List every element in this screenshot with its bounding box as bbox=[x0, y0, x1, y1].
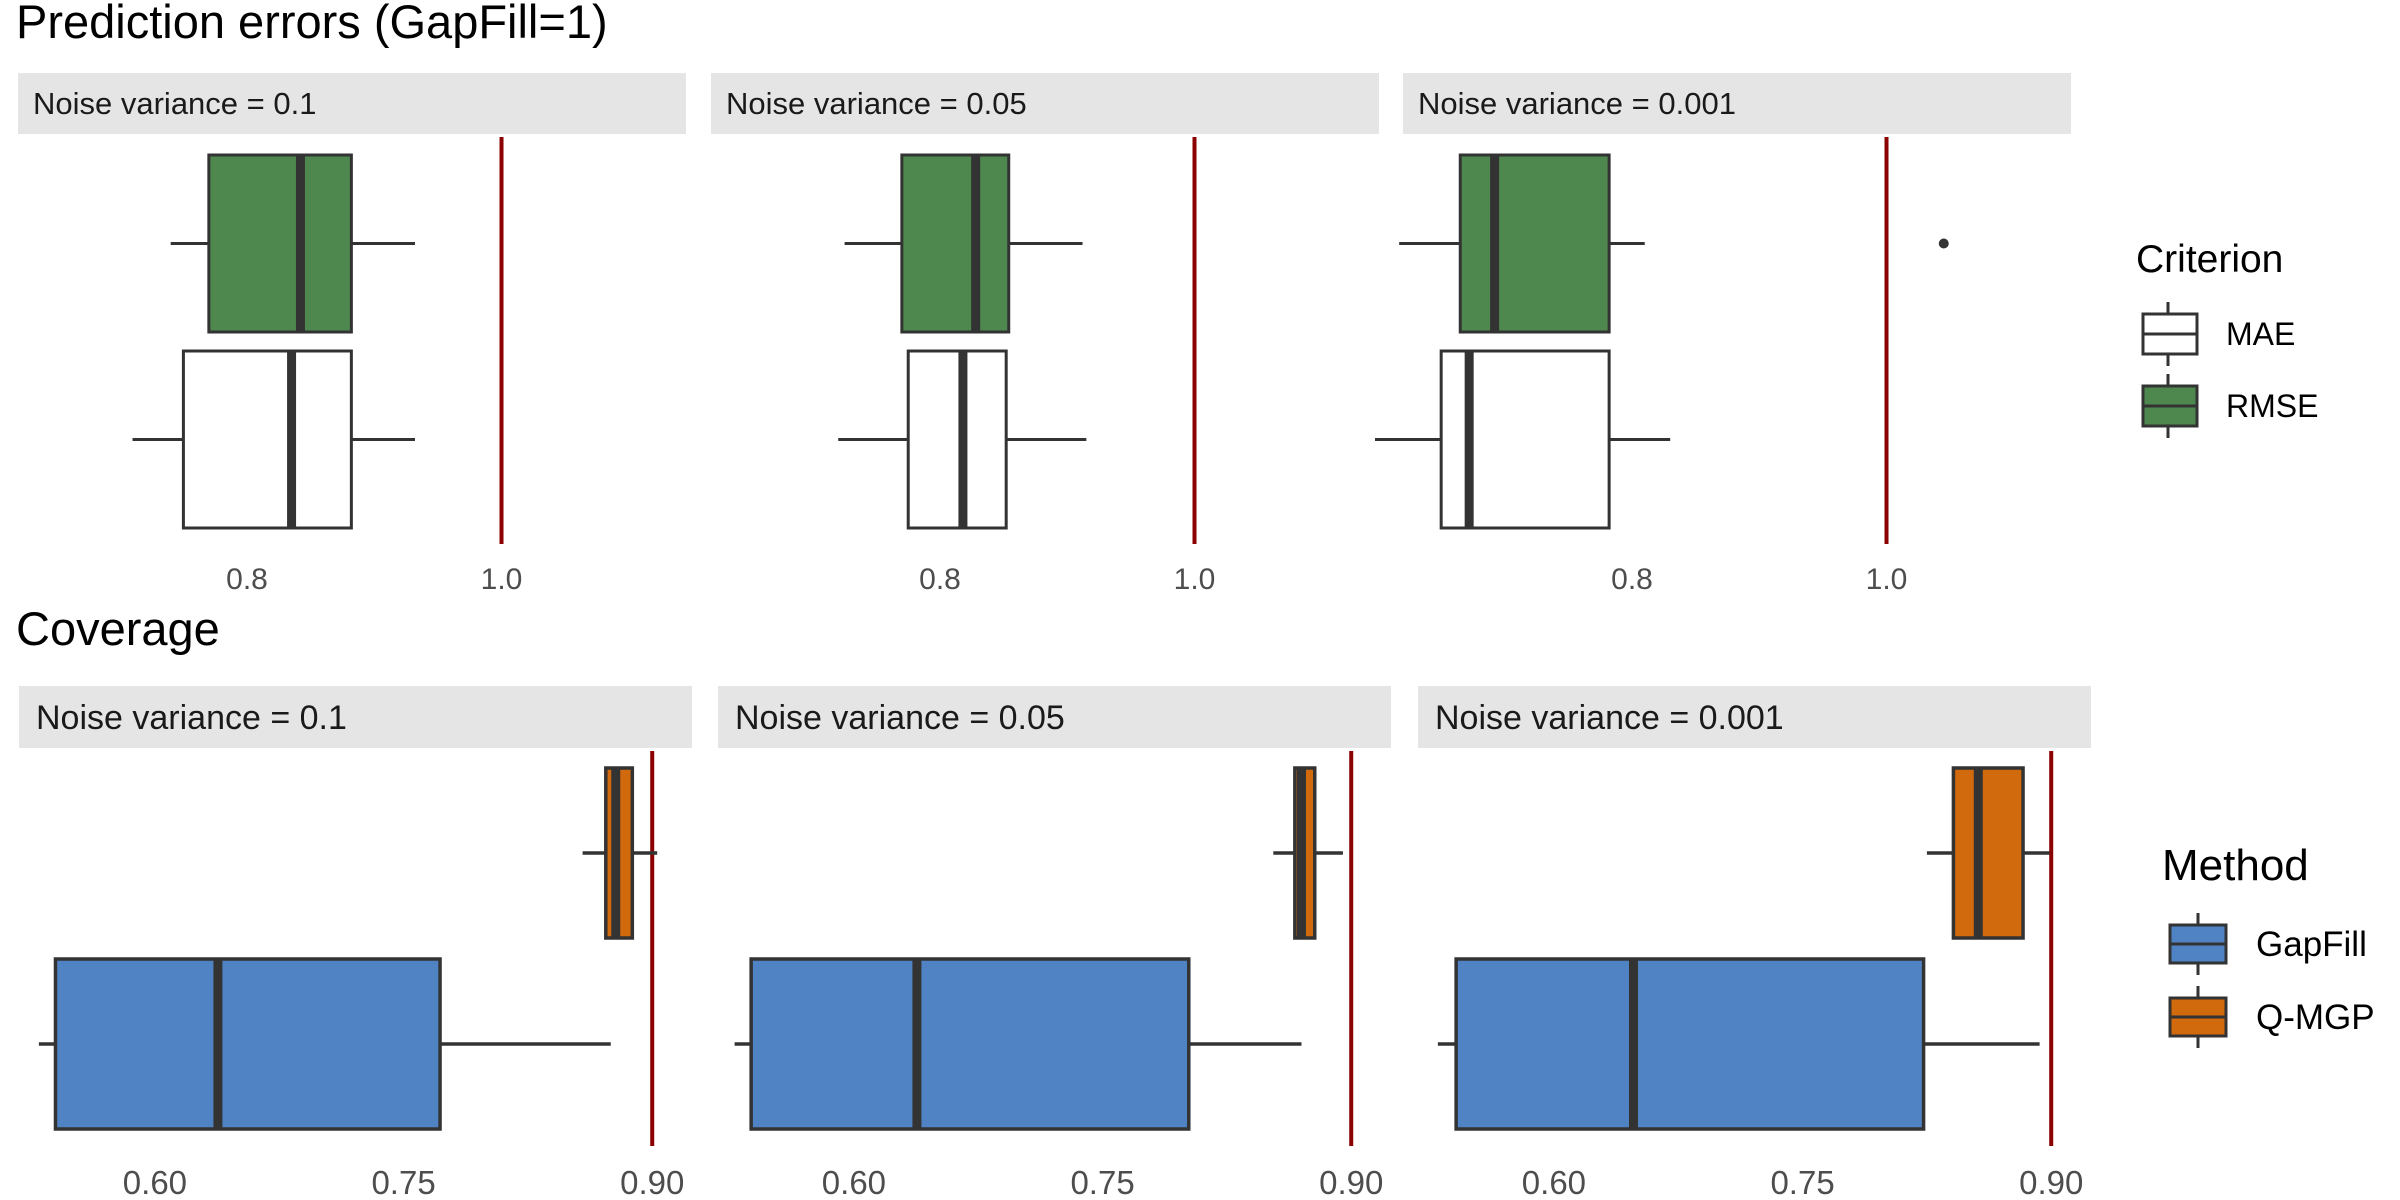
top-facet-1: Noise variance = 0.1 bbox=[18, 73, 686, 134]
box-q-mgp bbox=[1926, 766, 2050, 940]
coverage-marks: 0.60 0.75 0.90 0.60 0.75 0.90 0.60 0.75 0.90 bbox=[38, 751, 2083, 1200]
legend-title: Criterion bbox=[2136, 238, 2283, 281]
legend-label-rmse: RMSE bbox=[2226, 388, 2318, 424]
facet-strip bbox=[1403, 73, 2071, 134]
box-q-mgp bbox=[1273, 766, 1343, 940]
box-mae bbox=[132, 349, 415, 530]
facet-panel-1: 0.8 1.0 bbox=[132, 137, 523, 596]
facet-panel-2: 0.60 0.75 0.90 bbox=[734, 751, 1383, 1200]
facet-strip bbox=[1418, 686, 2091, 748]
x-tick-label: 0.90 bbox=[620, 1164, 684, 1200]
legend-title: Method bbox=[2162, 841, 2309, 890]
x-tick-label: 0.75 bbox=[371, 1164, 435, 1200]
x-tick-label: 1.0 bbox=[1866, 563, 1908, 596]
box-mae bbox=[838, 349, 1087, 530]
facet-strip-label: Noise variance = 0.05 bbox=[726, 86, 1027, 121]
box-body bbox=[749, 957, 1191, 1131]
legend-key-gapfill bbox=[2168, 913, 2228, 975]
x-tick-label: 0.8 bbox=[919, 563, 961, 596]
x-tick-label: 0.60 bbox=[1522, 1164, 1586, 1200]
box-body bbox=[900, 153, 1011, 334]
bottom-facet-1: Noise variance = 0.1 bbox=[19, 686, 692, 748]
method-legend: Method GapFill Q-MGP bbox=[2162, 841, 2375, 1048]
facet-strip-label: Noise variance = 0.001 bbox=[1418, 86, 1736, 121]
x-tick-label: 0.90 bbox=[1319, 1164, 1383, 1200]
legend-key-rmse bbox=[2141, 374, 2199, 438]
x-tick-label: 0.60 bbox=[822, 1164, 886, 1200]
bottom-facet-2: Noise variance = 0.05 bbox=[718, 686, 1391, 748]
outlier-point bbox=[1938, 238, 1949, 249]
facet-panel-3: 0.8 1.0 bbox=[1375, 137, 1949, 596]
box-rmse bbox=[844, 153, 1083, 334]
prediction-errors-title: Prediction errors (GapFill=1) bbox=[16, 0, 608, 48]
x-tick-label: 1.0 bbox=[1174, 563, 1216, 596]
facet-strip-label: Noise variance = 0.001 bbox=[1435, 699, 1784, 737]
box-gapfill bbox=[734, 957, 1302, 1131]
x-tick-label: 0.75 bbox=[1070, 1164, 1134, 1200]
box-body bbox=[1458, 153, 1611, 334]
box-body bbox=[53, 957, 442, 1131]
box-q-mgp bbox=[582, 766, 658, 940]
legend-label-mae: MAE bbox=[2226, 316, 2295, 352]
legend-key-mae bbox=[2141, 302, 2199, 366]
box-rmse bbox=[1399, 153, 1949, 334]
box-mae bbox=[1375, 349, 1671, 530]
x-tick-label: 0.90 bbox=[2019, 1164, 2083, 1200]
box-body bbox=[906, 349, 1008, 530]
facet-panel-1: 0.60 0.75 0.90 bbox=[38, 751, 684, 1200]
prediction-errors-marks: 0.8 1.0 0.8 1.0 0.8 1.0 bbox=[132, 137, 1949, 596]
facet-panel-2: 0.8 1.0 bbox=[838, 137, 1215, 596]
facet-strip bbox=[18, 73, 686, 134]
facet-strip bbox=[19, 686, 692, 748]
facet-strip bbox=[711, 73, 1379, 134]
box-body bbox=[181, 349, 353, 530]
x-tick-label: 0.60 bbox=[123, 1164, 187, 1200]
bottom-facet-3: Noise variance = 0.001 bbox=[1418, 686, 2091, 748]
facet-panel-3: 0.60 0.75 0.90 bbox=[1437, 751, 2083, 1200]
box-body bbox=[1951, 766, 2025, 940]
x-tick-label: 0.8 bbox=[226, 563, 268, 596]
x-tick-label: 0.75 bbox=[1770, 1164, 1834, 1200]
criterion-legend: Criterion MAE RMSE bbox=[2136, 238, 2318, 438]
box-gapfill bbox=[1437, 957, 2040, 1131]
box-body bbox=[1454, 957, 1926, 1131]
box-gapfill bbox=[38, 957, 611, 1131]
facet-strip-label: Noise variance = 0.1 bbox=[36, 699, 347, 737]
facet-strip-label: Noise variance = 0.05 bbox=[735, 699, 1065, 737]
facet-strip bbox=[718, 686, 1391, 748]
legend-key-qmgp bbox=[2168, 986, 2228, 1048]
coverage-title: Coverage bbox=[16, 602, 220, 655]
x-tick-label: 1.0 bbox=[481, 563, 523, 596]
top-facet-3: Noise variance = 0.001 bbox=[1403, 73, 2071, 134]
box-rmse bbox=[170, 153, 415, 334]
x-tick-label: 0.8 bbox=[1611, 563, 1653, 596]
facet-strip-label: Noise variance = 0.1 bbox=[33, 86, 316, 121]
box-body bbox=[207, 153, 353, 334]
top-facet-2: Noise variance = 0.05 bbox=[711, 73, 1379, 134]
legend-label-qmgp: Q-MGP bbox=[2256, 998, 2375, 1037]
legend-label-gapfill: GapFill bbox=[2256, 925, 2367, 964]
